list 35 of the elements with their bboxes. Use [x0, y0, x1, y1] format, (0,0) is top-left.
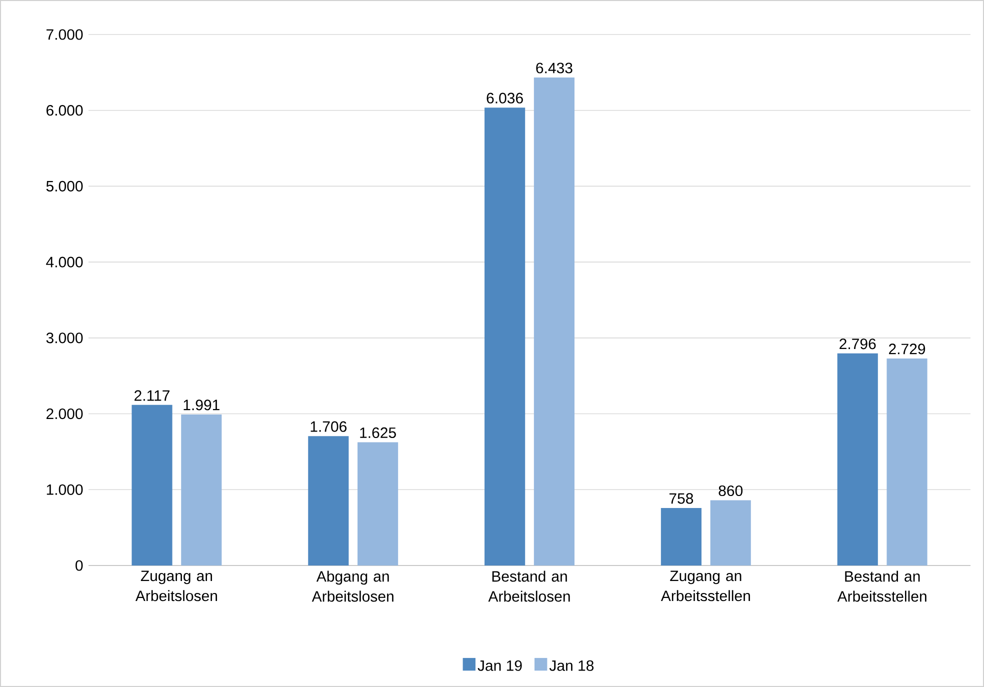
data-label: 860	[718, 485, 743, 496]
data-label: 6.433	[536, 62, 572, 74]
x-tick-label: Bestand an Arbeitsstellen	[837, 570, 926, 602]
bar	[358, 442, 398, 566]
bar	[484, 108, 526, 566]
x-tick-label: Bestand an Arbeitslosen	[488, 570, 570, 602]
y-tick-label: 6.000	[46, 105, 83, 116]
bar	[132, 404, 172, 566]
x-tick-label: Abgang an Arbeitslosen	[312, 570, 394, 602]
y-tick-label: 4.000	[46, 256, 83, 268]
data-label: 1.625	[360, 427, 396, 438]
bar	[660, 508, 702, 566]
x-tick-label: Zugang an Arbeitslosen	[135, 570, 217, 602]
bar	[837, 353, 878, 566]
data-label: 758	[669, 493, 694, 504]
data-label: 1.706	[310, 421, 347, 432]
y-tick-label: 7.000	[46, 29, 83, 40]
y-tick-label: 1.000	[46, 484, 83, 495]
bar	[710, 500, 751, 566]
data-label: 2.117	[134, 390, 170, 401]
legend-label: Jan 19	[478, 660, 522, 671]
y-tick-label: 5.000	[46, 180, 83, 192]
bar	[534, 78, 574, 566]
data-label: 2.796	[840, 338, 876, 350]
bar	[886, 358, 928, 566]
bar	[181, 414, 222, 566]
y-tick-label: 2.000	[46, 408, 83, 420]
legend-label: Jan 18	[549, 660, 594, 671]
y-tick-label: 3.000	[46, 332, 83, 344]
data-label: 6.036	[486, 92, 523, 104]
data-label: 2.729	[888, 344, 926, 354]
data-label: 1.991	[184, 400, 220, 410]
y-tick-label: 0	[76, 560, 83, 571]
bar	[308, 436, 349, 566]
x-tick-label: Zugang an Arbeitsstellen	[660, 570, 750, 602]
